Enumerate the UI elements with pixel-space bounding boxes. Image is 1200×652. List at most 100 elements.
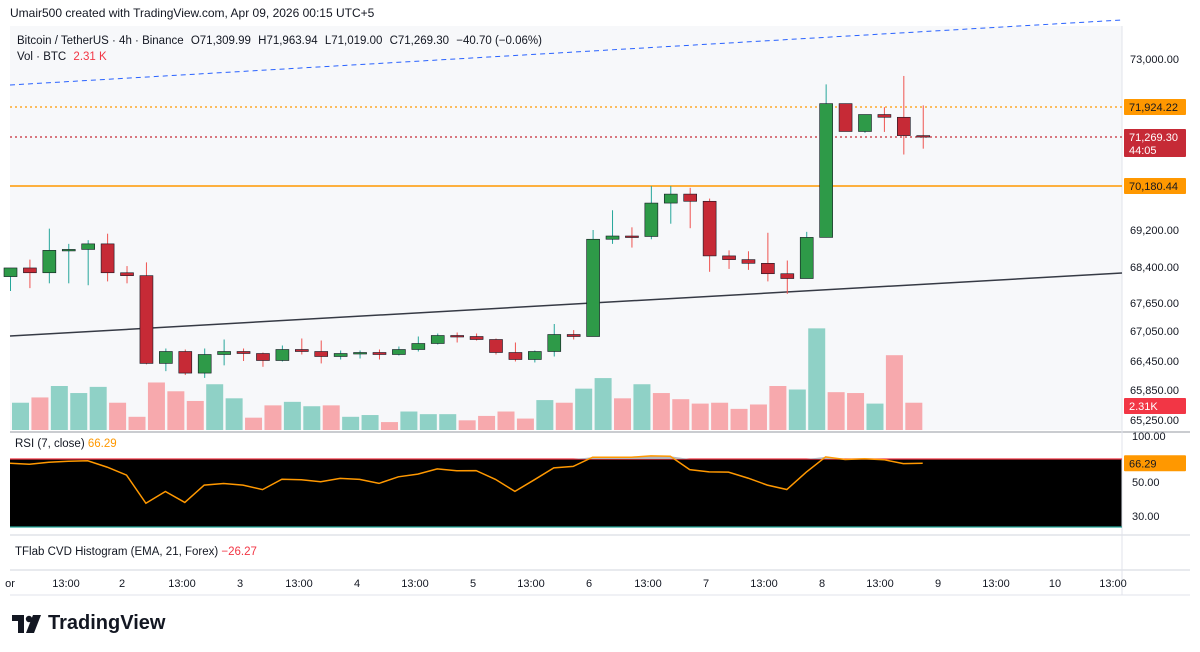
volume-bar (555, 402, 573, 430)
candle-body (3, 267, 18, 277)
rsi-overbought-fill (10, 455, 923, 459)
candle-body (23, 267, 37, 274)
candle-body (372, 352, 387, 355)
volume-bar (730, 408, 748, 430)
y-axis-tick-label: 66,450.00 (1130, 356, 1179, 368)
candle-body (275, 349, 290, 361)
volume-tag-text: 2.31K (1129, 401, 1158, 413)
candle-body (722, 255, 736, 260)
y-axis-tick-label: 65,250.00 (1130, 415, 1179, 427)
candle-body (139, 275, 154, 364)
ohlc-row: Bitcoin / TetherUS · 4h · Binance O71,30… (17, 33, 546, 49)
candle-body (294, 349, 309, 352)
x-axis-tick-label: 13:00 (866, 578, 894, 590)
y-axis-tick-label: 68,400.00 (1130, 262, 1179, 274)
x-axis-tick-label: or (5, 578, 15, 590)
candle-body (353, 352, 367, 355)
candle-body (217, 351, 231, 355)
x-axis-tick-label: 13:00 (168, 578, 196, 590)
candle-body (528, 351, 542, 360)
cvd-legend[interactable]: TFlab CVD Histogram (EMA, 21, Forex) −26… (15, 546, 257, 558)
rsi-axis-tick-label: 30.00 (1132, 511, 1160, 523)
volume-bar (652, 393, 670, 430)
volume-bar (749, 404, 767, 430)
candle-body (858, 114, 872, 132)
current-price-tag-bg (1124, 129, 1186, 157)
x-axis-tick-label: 4 (354, 578, 360, 590)
volume-bar (342, 416, 360, 430)
y-axis-tick-label: 73,000.00 (1130, 54, 1179, 66)
volume-bar (128, 416, 146, 430)
candle-body (42, 250, 57, 274)
volume-bar (788, 389, 806, 430)
upper-trendline[interactable] (9, 19, 1123, 86)
open-value: O71,309.99 (190, 35, 251, 47)
rsi-tag-text: 66.29 (1129, 458, 1157, 470)
upper-level-tag-bg (1124, 99, 1186, 115)
chart-legend: Bitcoin / TetherUS · 4h · Binance O71,30… (17, 33, 546, 65)
candle-body (61, 249, 76, 252)
volume-bar (516, 418, 534, 430)
candle-body (411, 343, 426, 350)
volume-bar (536, 400, 554, 430)
x-axis-tick-label: 13:00 (52, 578, 80, 590)
volume-bar (167, 391, 185, 430)
candle-body (178, 351, 193, 374)
candle-body (605, 235, 620, 240)
y-axis-tick-label: 67,050.00 (1130, 326, 1179, 338)
volume-bar (672, 399, 690, 430)
current-price-tag-text: 71,269.30 (1129, 132, 1178, 144)
candle-body (392, 349, 406, 355)
symbol-title[interactable]: Bitcoin / TetherUS · 4h · Binance (17, 35, 184, 47)
candle-body (450, 335, 464, 338)
x-axis-tick-label: 9 (935, 578, 941, 590)
axis-layer: 73,000.00 69,200.00 68,400.00 67,650.00 67,0… (5, 54, 1179, 590)
volume-bar (400, 411, 418, 430)
candle-body (761, 262, 775, 275)
y-axis-tick-label: 69,200.00 (1130, 225, 1179, 237)
volume-bar (322, 405, 340, 430)
lower-trendline[interactable] (9, 272, 1123, 337)
candle-body (430, 335, 445, 344)
volume-bar (147, 382, 165, 430)
candle-body (489, 339, 503, 353)
volume-bar (594, 378, 612, 430)
rsi-line[interactable] (9, 455, 923, 505)
volume-bar (575, 388, 593, 430)
tradingview-logo[interactable]: TradingView (12, 612, 165, 635)
x-axis-tick-label: 6 (586, 578, 592, 590)
candle-body (159, 351, 173, 364)
volume-bar (866, 403, 884, 430)
volume-bar (283, 401, 301, 430)
rsi-value: 66.29 (87, 438, 117, 450)
x-axis-tick-label: 13:00 (634, 578, 662, 590)
volume-tag-bg (1124, 398, 1186, 414)
rsi-title: RSI (7, close) (15, 438, 85, 450)
tradingview-logo-icon (12, 614, 41, 633)
volume-bar (303, 406, 321, 430)
volume-bar (225, 398, 243, 430)
close-value: C71,269.30 (389, 35, 450, 47)
candle-layer (3, 75, 931, 378)
rsi-legend[interactable]: RSI (7, close) 66.29 (15, 438, 117, 450)
x-axis-tick-label: 13:00 (285, 578, 313, 590)
volume-bar (109, 402, 127, 430)
volume-bar (614, 398, 632, 430)
x-axis-tick-label: 3 (237, 578, 243, 590)
x-axis-tick-label: 13:00 (982, 578, 1010, 590)
volume-label[interactable]: Vol · BTC (17, 51, 67, 63)
volume-bar (885, 355, 903, 430)
y-axis-tick-label: 67,650.00 (1130, 298, 1179, 310)
candle-body (469, 336, 484, 340)
high-value: H71,963.94 (258, 35, 318, 47)
candle-body (625, 235, 639, 238)
candle-body (314, 351, 329, 357)
volume-value: 2.31 K (73, 51, 107, 63)
x-axis-tick-label: 10 (1049, 578, 1061, 590)
candle-body (81, 243, 95, 250)
volume-bar (186, 400, 204, 430)
lower-level-tag-bg (1124, 178, 1186, 194)
candle-body (838, 103, 853, 132)
